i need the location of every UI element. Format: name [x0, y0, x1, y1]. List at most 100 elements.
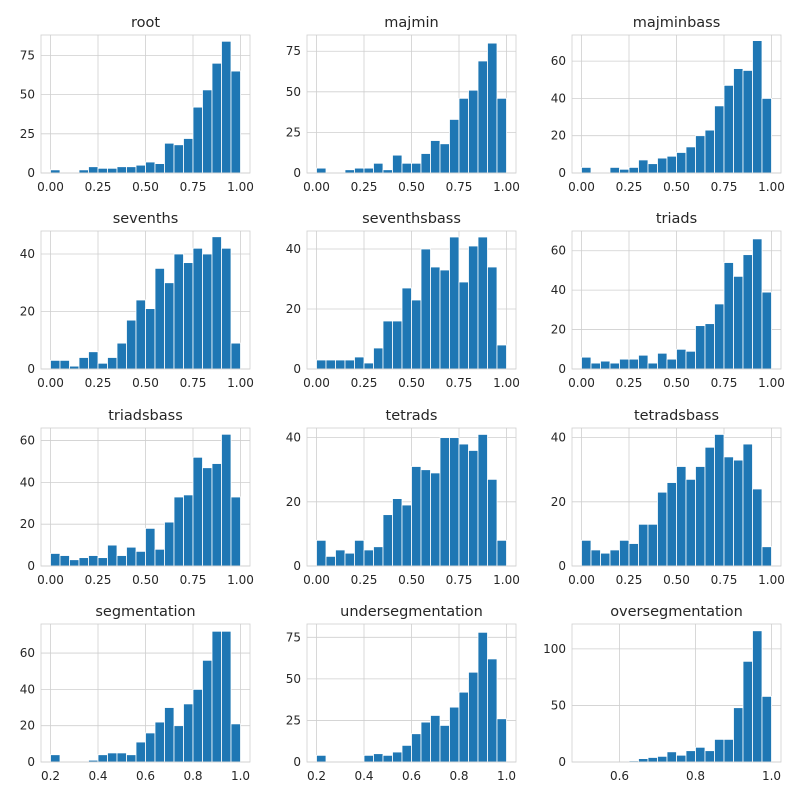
histogram-bar — [619, 168, 630, 174]
histogram-bar — [382, 514, 393, 567]
chart-title: tetrads — [386, 408, 438, 424]
histogram-bar — [221, 630, 232, 763]
histogram-bar — [742, 660, 753, 763]
histogram-bar — [411, 466, 422, 567]
histogram-bar — [458, 97, 469, 174]
histogram-bar — [449, 706, 460, 763]
histogram-bar — [695, 325, 706, 370]
y-tick-label: 75 — [286, 44, 301, 58]
x-tick-label: 0.8 — [449, 769, 468, 783]
histogram-bar — [430, 266, 441, 370]
histogram-seventhsbass: 0.00 0.25 0.50 0.75 1.00 0 20 40 seventhsbass — [286, 211, 520, 390]
histogram-bar — [647, 163, 658, 174]
histogram-bar — [221, 247, 232, 370]
histogram-bar — [126, 166, 137, 174]
histogram-bar — [468, 89, 479, 174]
histogram-bar — [192, 456, 203, 567]
y-tick-label: 40 — [20, 682, 35, 696]
y-tick-label: 40 — [551, 91, 566, 105]
x-tick-label: 0.75 — [180, 573, 207, 587]
histogram-bar — [392, 320, 403, 370]
histogram-bar — [430, 472, 441, 567]
histogram-bar — [344, 359, 355, 370]
histogram-bar — [676, 754, 687, 763]
histogram-bar — [192, 247, 203, 370]
histogram-bar — [704, 129, 715, 174]
histogram-bar — [628, 358, 639, 370]
histogram-bar — [126, 319, 137, 370]
x-tick-label: 0.50 — [663, 180, 690, 194]
histogram-bar — [628, 167, 639, 174]
y-tick-label: 40 — [20, 475, 35, 489]
histogram-oversegmentation: 0.6 0.8 1.0 0 50 100 oversegmentation — [543, 604, 782, 783]
x-tick-label: 0.50 — [132, 180, 159, 194]
x-tick-label: 0.50 — [663, 376, 690, 390]
chart-title: root — [131, 15, 160, 31]
x-tick-label: 0.25 — [351, 573, 378, 587]
histogram-root: 0.00 0.25 0.50 0.75 1.00 0 25 50 75 root — [20, 15, 254, 194]
histogram-bar — [354, 356, 365, 370]
histogram-bar — [401, 287, 412, 370]
x-tick-label: 0.50 — [398, 573, 425, 587]
histogram-bar — [78, 557, 89, 567]
x-tick-label: 0.2 — [41, 769, 60, 783]
histogram-bar — [638, 758, 649, 763]
histogram-bar — [487, 42, 498, 174]
x-tick-label: 0.25 — [85, 376, 112, 390]
histogram-bar — [164, 282, 175, 370]
x-tick-label: 1.00 — [758, 573, 785, 587]
histogram-bar — [581, 539, 592, 567]
histogram-bar — [97, 167, 108, 174]
plot-frame — [306, 427, 517, 567]
histogram-bar — [752, 238, 763, 370]
histogram-triads: 0.00 0.25 0.50 0.75 1.00 0 20 40 60 triads — [551, 211, 785, 390]
plot-frame — [571, 427, 782, 567]
histogram-bar — [676, 466, 687, 567]
histogram-bar — [183, 138, 194, 174]
histogram-bar — [135, 741, 146, 763]
histogram-bar — [401, 744, 412, 763]
histogram-bar — [733, 275, 744, 370]
chart-title: tetradsbass — [634, 408, 719, 424]
histogram-bar — [619, 539, 630, 567]
histogram-bar — [714, 434, 725, 567]
histogram-bar — [211, 236, 222, 370]
histogram-bar — [458, 691, 469, 763]
x-tick-label: 0.75 — [711, 180, 738, 194]
y-tick-label: 20 — [551, 323, 566, 337]
histogram-bar — [723, 738, 734, 763]
histogram-bar — [154, 721, 165, 763]
y-tick-label: 20 — [551, 495, 566, 509]
x-tick-label: 1.00 — [758, 180, 785, 194]
histogram-bar — [164, 142, 175, 174]
x-tick-label: 0.6 — [402, 769, 421, 783]
histogram-bar — [439, 143, 450, 174]
x-tick-label: 0.25 — [85, 573, 112, 587]
x-tick-label: 0.6 — [610, 769, 629, 783]
y-tick-label: 75 — [20, 48, 35, 62]
histogram-bar — [752, 40, 763, 174]
histogram-bar — [487, 658, 498, 763]
x-tick-label: 0.25 — [616, 376, 643, 390]
histogram-bar — [97, 557, 108, 567]
histogram-bar — [164, 707, 175, 763]
histogram-bar — [88, 351, 99, 370]
histogram-bar — [439, 725, 450, 763]
histogram-bar — [135, 299, 146, 370]
histogram-bar — [647, 523, 658, 567]
histogram-bar — [761, 546, 772, 567]
histogram-bar — [135, 550, 146, 567]
y-tick-label: 25 — [286, 125, 301, 139]
histogram-bar — [316, 539, 327, 567]
y-tick-label: 100 — [543, 642, 566, 656]
y-tick-label: 0 — [293, 362, 301, 376]
x-tick-label: 1.00 — [758, 376, 785, 390]
y-tick-label: 75 — [286, 630, 301, 644]
histogram-bar — [477, 631, 488, 763]
histogram-bar — [704, 446, 715, 567]
plot-frame — [306, 34, 517, 174]
histogram-bar — [107, 167, 118, 174]
histogram-bar — [145, 161, 156, 174]
histogram-bar — [477, 434, 488, 567]
histogram-bar — [666, 155, 677, 174]
